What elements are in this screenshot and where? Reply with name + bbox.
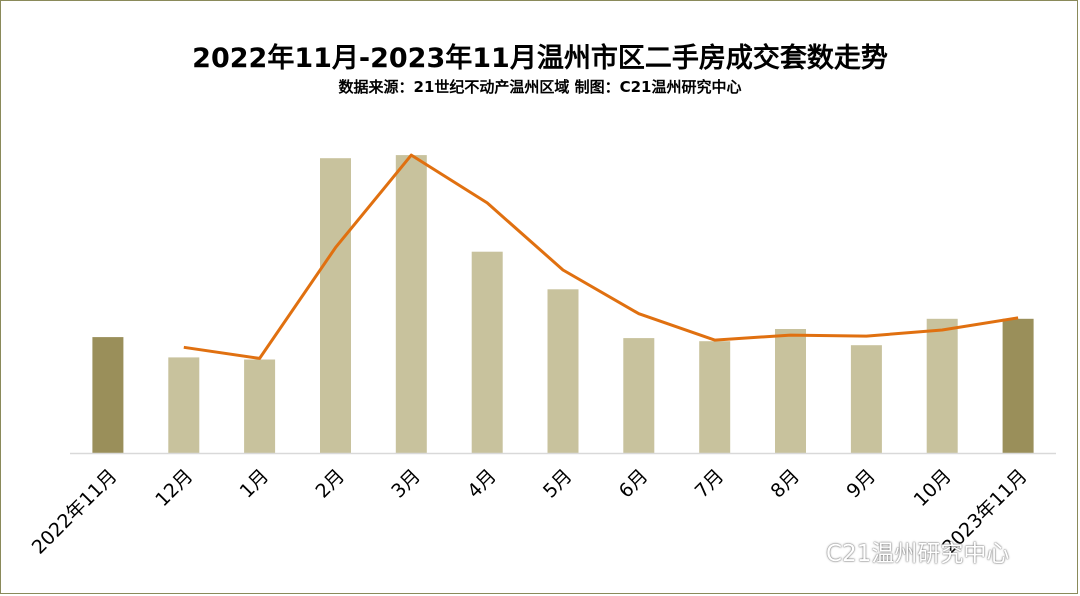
x-tick-label: 3月	[387, 465, 425, 503]
bar	[244, 359, 276, 453]
x-tick-label: 2022年11月	[28, 465, 122, 559]
watermark: C21温州研究中心	[790, 534, 1009, 568]
watermark-text: C21温州研究中心	[826, 541, 1010, 567]
chart-title: 2022年11月-2023年11月温州市区二手房成交套数走势	[192, 43, 888, 74]
x-tick-label: 9月	[842, 465, 880, 503]
bar	[395, 155, 427, 453]
bar	[775, 329, 806, 453]
x-tick-label: 4月	[463, 465, 501, 503]
line-series	[183, 153, 1019, 360]
bar	[168, 357, 200, 453]
x-tick-label: 5月	[539, 465, 577, 503]
bar	[471, 251, 503, 453]
bar	[547, 289, 579, 453]
bar	[623, 338, 655, 453]
bar	[850, 345, 882, 453]
wechat-icon	[790, 542, 818, 563]
chart-subtitle: 数据来源：21世纪不动产温州区域 制图：C21温州研究中心	[338, 78, 742, 96]
x-tick-label: 2月	[311, 465, 349, 503]
x-tick-label: 10月	[910, 465, 956, 511]
bar	[926, 318, 958, 453]
bar	[699, 341, 731, 453]
x-tick-label: 8月	[766, 465, 804, 503]
x-tick-label: 1月	[236, 465, 274, 503]
bar	[1002, 318, 1034, 453]
x-tick-label: 12月	[151, 465, 197, 511]
bar	[320, 158, 351, 453]
bar	[92, 337, 124, 453]
x-tick-label: 6月	[615, 465, 653, 503]
x-tick-label: 7月	[691, 465, 729, 503]
